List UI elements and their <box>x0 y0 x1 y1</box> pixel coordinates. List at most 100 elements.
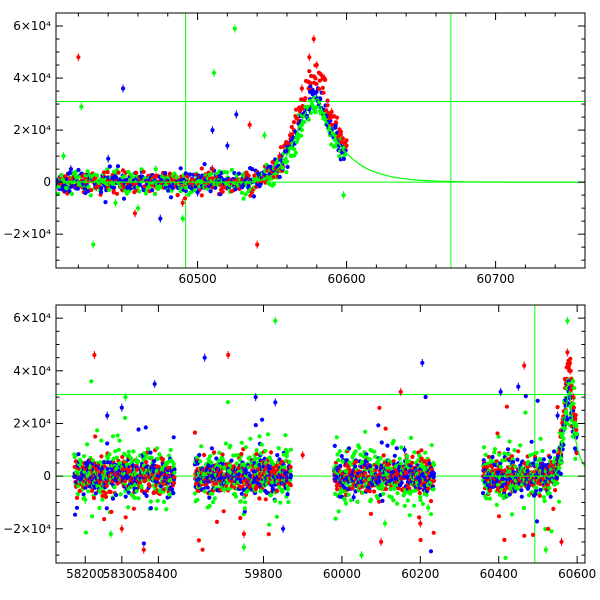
bottom-point-2344 <box>431 471 437 476</box>
top-point-222 <box>116 170 121 175</box>
bottom-point-2345 <box>431 463 437 468</box>
bottom-point-1763 <box>357 445 362 450</box>
bottom-point-855 <box>202 452 207 458</box>
bottom-point-1517 <box>283 433 288 438</box>
bottom-point-1355 <box>263 448 268 453</box>
bottom-point-1070 <box>228 443 233 448</box>
bottom-point-1529 <box>284 454 289 459</box>
bottom-point-302 <box>110 434 116 439</box>
top-point-191 <box>107 187 112 192</box>
bottom-point-2201 <box>413 488 418 493</box>
bottom-point-3099 <box>571 405 577 410</box>
bottom-point-1942 <box>380 498 385 503</box>
bottom-ytick-label-3: 4×10⁴ <box>13 364 51 378</box>
top-point-712 <box>250 167 255 172</box>
bottom-point-1587 <box>335 487 340 492</box>
bottom-point-595 <box>148 506 153 511</box>
top-point-302 <box>137 189 142 194</box>
top-point-984 <box>324 108 329 113</box>
bottom-point-2964 <box>555 405 560 410</box>
bottom-point-3069 <box>568 356 573 361</box>
bottom-point-803 <box>195 497 200 502</box>
bottom-point-3120 <box>574 427 579 433</box>
top-point-113 <box>85 169 90 174</box>
bottom-point-1561 <box>288 473 293 478</box>
top-point-146 <box>94 173 99 178</box>
bottom-point-558 <box>144 460 149 465</box>
bottom-point-779 <box>172 470 177 475</box>
bottom-point-2999 <box>559 460 564 465</box>
bottom-point-902 <box>207 503 212 509</box>
bottom-point-320 <box>113 449 118 454</box>
bottom-point-2908 <box>548 494 553 499</box>
top-point-905 <box>302 119 307 125</box>
bottom-point-3044 <box>564 421 570 426</box>
bottom-point-2114 <box>402 491 407 496</box>
bottom-point-1748 <box>355 499 360 504</box>
bottom-point-3113 <box>573 456 578 461</box>
bottom-point-2319 <box>428 499 434 504</box>
bottom-point-843 <box>200 547 205 552</box>
bottom-point-169 <box>93 491 98 496</box>
bottom-point-1965 <box>383 426 388 431</box>
top-xtick-label-0: 60500 <box>178 272 216 286</box>
bottom-point-1300 <box>256 481 261 486</box>
top-xtick-label-2: 60700 <box>476 272 514 286</box>
bottom-point-650 <box>155 498 160 503</box>
bottom-point-1149 <box>238 515 243 521</box>
bottom-point-1014 <box>221 509 226 514</box>
bottom-point-212 <box>99 438 104 443</box>
bottom-point-162 <box>93 434 98 439</box>
bottom-xtick-label-3: 59800 <box>244 567 282 581</box>
bottom-point-1816 <box>364 452 369 457</box>
bottom-point-2092 <box>399 480 404 485</box>
bottom-point-833 <box>199 444 204 449</box>
top-point-319 <box>141 187 146 193</box>
bottom-point-473 <box>132 482 138 487</box>
bottom-point-923 <box>210 491 215 496</box>
top-point-359 <box>152 192 158 197</box>
top-point-1021 <box>333 123 338 128</box>
bottom-point-1949 <box>381 491 386 496</box>
bottom-point-2569 <box>507 492 512 497</box>
top-point-1023 <box>334 115 340 120</box>
bottom-point-2237 <box>418 495 423 500</box>
bottom-point-56 <box>79 460 84 465</box>
bottom-point-462 <box>131 506 136 511</box>
top-point-469 <box>183 188 188 193</box>
bottom-point-2341 <box>431 475 436 480</box>
top-point-53 <box>69 191 75 196</box>
bottom-point-134 <box>89 379 94 384</box>
bottom-point-2657 <box>518 443 523 448</box>
bottom-point-1187 <box>242 506 247 511</box>
bottom-point-929 <box>210 500 216 505</box>
bottom-point-1601 <box>336 509 341 514</box>
bottom-point-1534 <box>285 492 290 497</box>
top-point-248 <box>122 173 127 178</box>
top-point-394 <box>163 171 168 176</box>
top-point-465 <box>182 196 188 201</box>
bottom-point-1532 <box>285 450 290 455</box>
bottom-point-2915 <box>549 529 554 534</box>
bottom-point-305 <box>111 456 116 461</box>
bottom-point-1380 <box>266 532 271 537</box>
top-point-186 <box>105 170 110 175</box>
top-point-948 <box>313 76 318 81</box>
bottom-point-1578 <box>333 460 339 465</box>
bottom-point-2968 <box>555 454 561 459</box>
bottom-point-2992 <box>558 471 564 476</box>
top-point-223 <box>115 164 121 169</box>
bottom-point-2321 <box>428 512 434 517</box>
top-point-951 <box>314 81 319 87</box>
bottom-point-2232 <box>417 490 422 496</box>
bottom-point-22 <box>74 505 80 510</box>
bottom-model-curve <box>483 390 585 477</box>
bottom-point-485 <box>134 489 139 494</box>
bottom-point-1283 <box>254 448 259 453</box>
bottom-point-2936 <box>551 460 557 465</box>
bottom-point-1914 <box>377 499 382 504</box>
bottom-point-2477 <box>496 434 501 439</box>
bottom-point-1078 <box>229 458 234 463</box>
